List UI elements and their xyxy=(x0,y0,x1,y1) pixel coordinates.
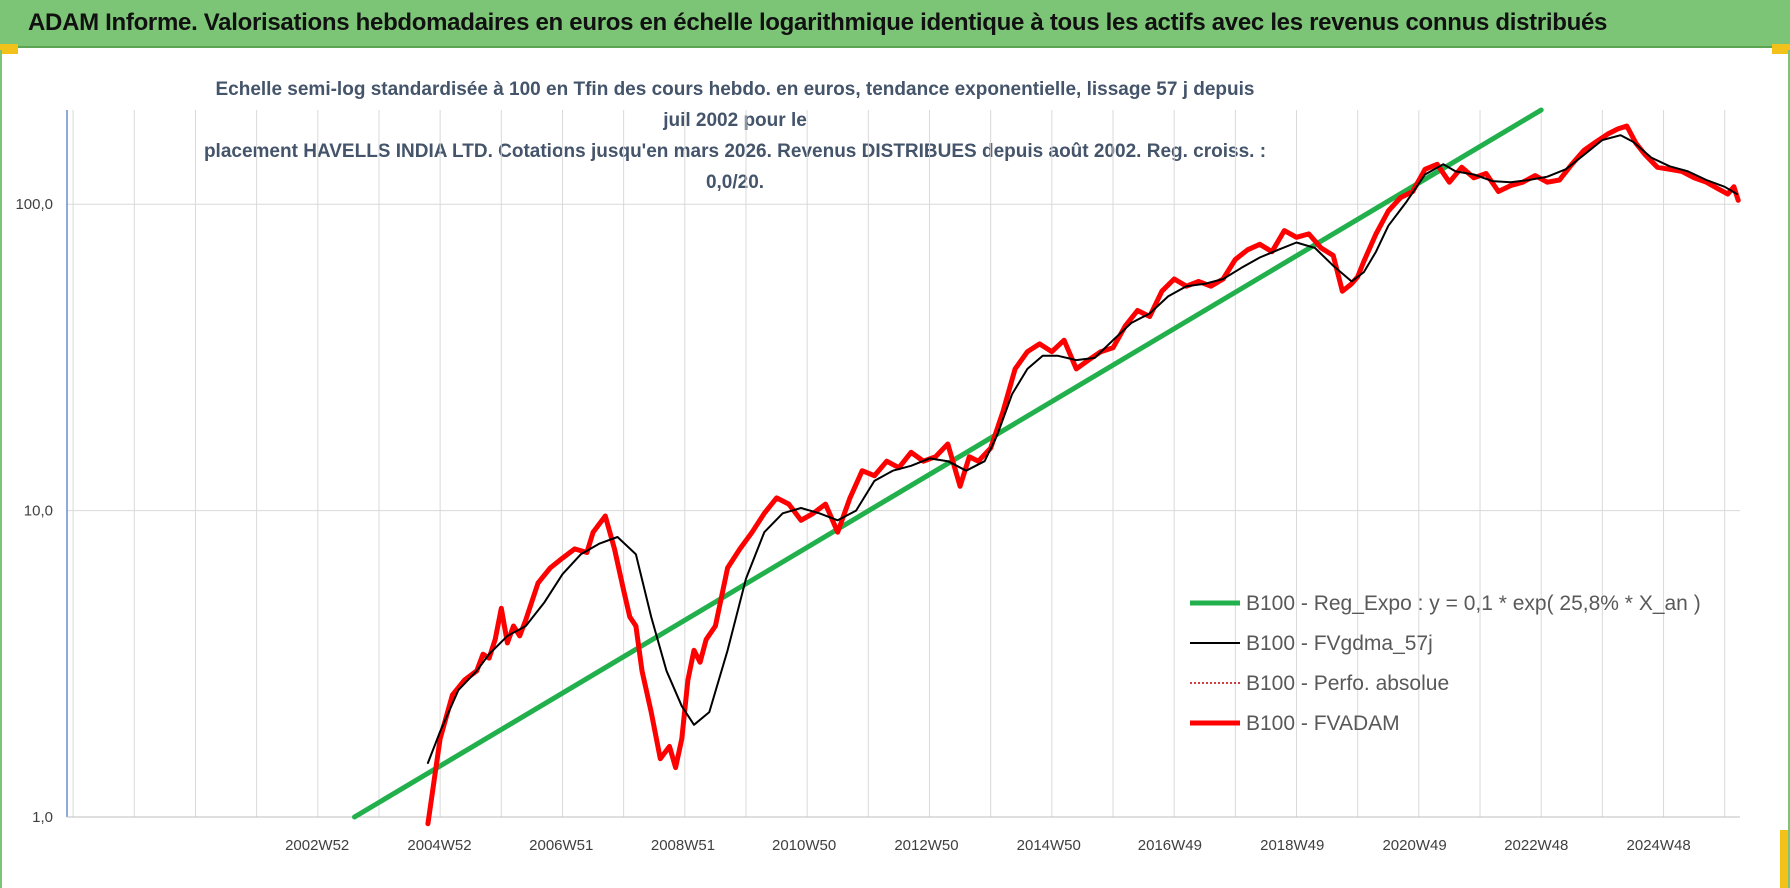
corner-marker-bottom-right xyxy=(1780,830,1788,888)
header-banner: ADAM Informe. Valorisations hebdomadaire… xyxy=(0,0,1790,48)
legend-label: B100 - FVgdma_57j xyxy=(1246,632,1433,655)
chart-title-line2: placement HAVELLS INDIA LTD. Cotations j… xyxy=(203,141,1267,193)
legend: B100 - Reg_Expo : y = 0,1 * exp( 25,8% *… xyxy=(1190,592,1701,735)
x-tick-label: 2014W50 xyxy=(1017,837,1081,854)
legend-label: B100 - Reg_Expo : y = 0,1 * exp( 25,8% *… xyxy=(1246,592,1701,615)
chart-frame xyxy=(0,50,1790,888)
x-tick-label: 2016W49 xyxy=(1138,837,1202,854)
legend-label: B100 - Perfo. absolue xyxy=(1246,672,1449,695)
x-tick-label: 2004W52 xyxy=(407,837,471,854)
chart-title-line1: Echelle semi-log standardisée à 100 en T… xyxy=(215,79,1255,131)
x-tick-label: 2024W48 xyxy=(1627,837,1691,854)
x-tick-label: 2018W49 xyxy=(1260,837,1324,854)
page-title: ADAM Informe. Valorisations hebdomadaire… xyxy=(28,9,1608,36)
x-tick-label: 2008W51 xyxy=(651,837,715,854)
series-line-3 xyxy=(425,123,1741,827)
corner-marker-left xyxy=(0,44,18,54)
y-tick-label: 1,0 xyxy=(32,809,53,826)
series-line-1 xyxy=(426,134,1738,764)
legend-label: B100 - FVADAM xyxy=(1246,712,1400,735)
grid xyxy=(67,110,1740,818)
axes: 1,0 10,0 100,0 2002W52 2004W52 2006W51 2008W51… xyxy=(15,110,1740,854)
x-tick-label: 2022W48 xyxy=(1504,837,1568,854)
chart-title: Echelle semi-log standardisée à 100 en T… xyxy=(200,74,1270,198)
y-tick-label: 100,0 xyxy=(15,196,53,213)
y-tick-label: 10,0 xyxy=(24,503,53,520)
series-line-0 xyxy=(352,107,1544,820)
x-tick-label: 2012W50 xyxy=(894,837,958,854)
x-tick-label: 2020W49 xyxy=(1382,837,1446,854)
x-tick-label: 2010W50 xyxy=(772,837,836,854)
x-tick-label: 2006W51 xyxy=(529,837,593,854)
series-layer xyxy=(352,107,1741,827)
corner-marker-right xyxy=(1772,44,1790,54)
x-tick-label: 2002W52 xyxy=(285,837,349,854)
